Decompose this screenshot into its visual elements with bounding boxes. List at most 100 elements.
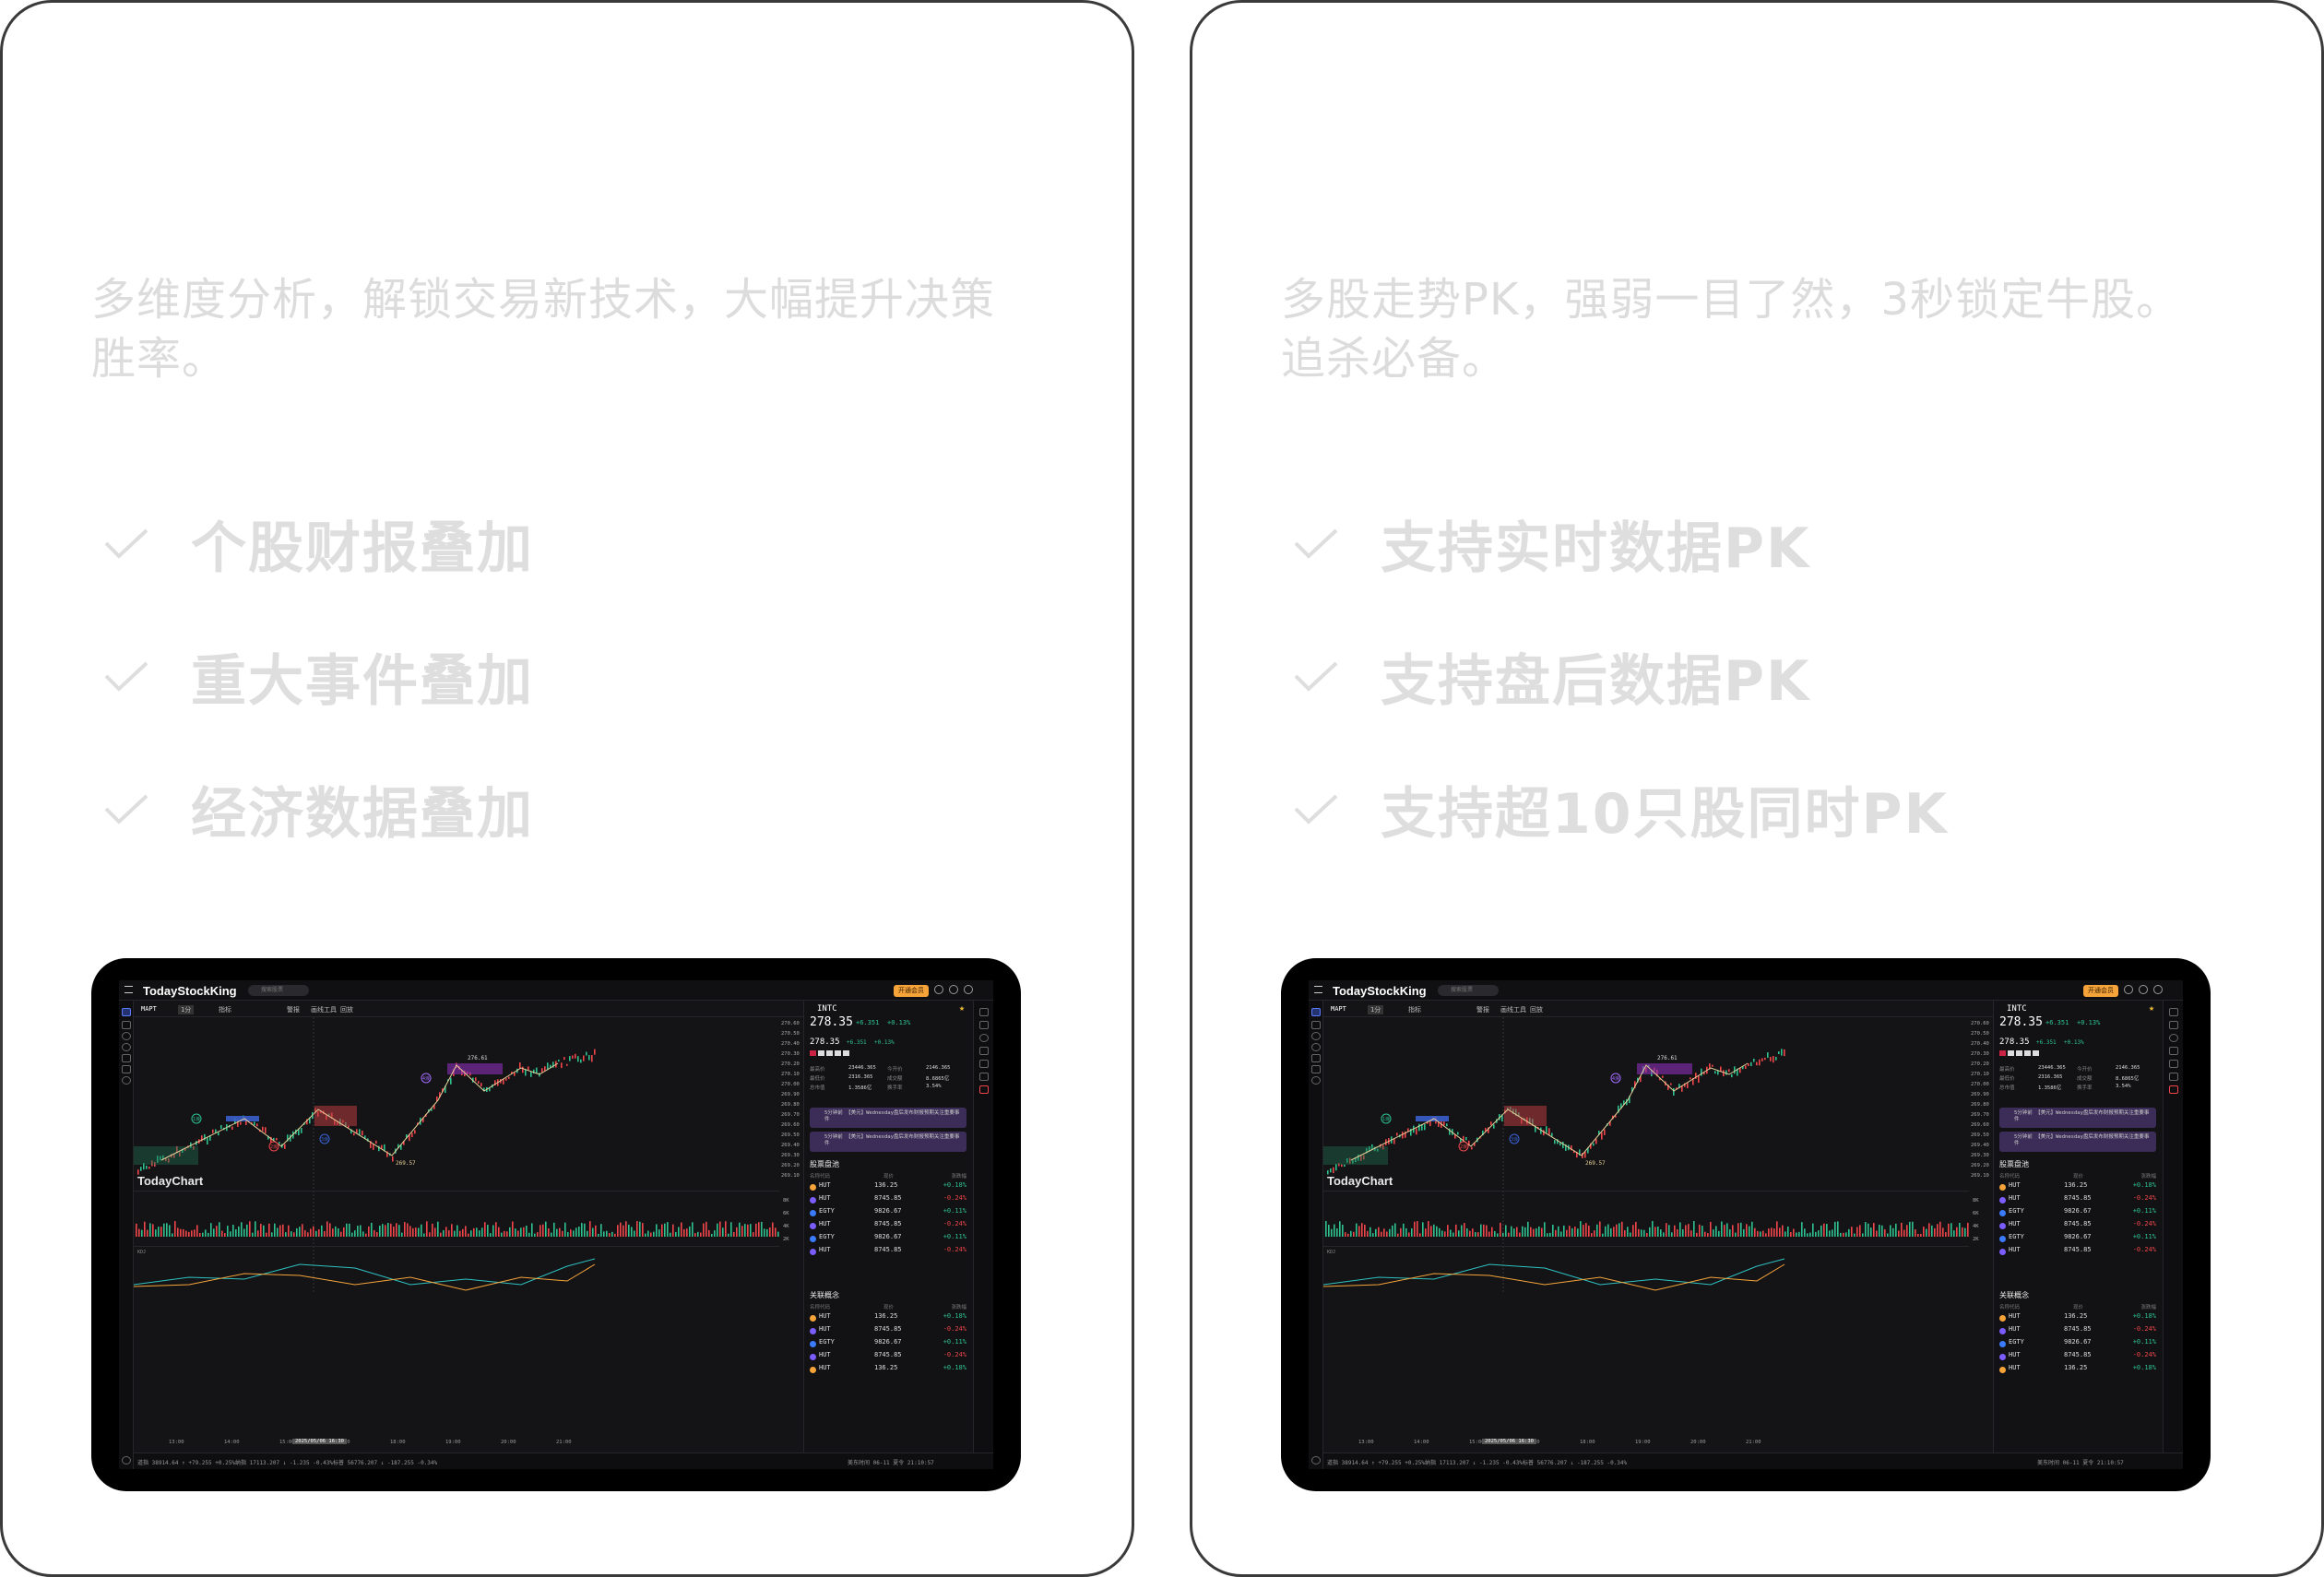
plus-icon[interactable]: [122, 1456, 131, 1464]
price-chart[interactable]: 1浪 2浪 3浪 4浪 276.61 269.57 TodayChart KDJ: [134, 1017, 779, 1294]
price-chart[interactable]: 1浪 2浪 3浪 4浪 276.61 269.57 TodayChart KDJ: [1323, 1017, 1969, 1294]
list-item[interactable]: HUT 8745.85 -0.24%: [810, 1246, 966, 1259]
stack-icon[interactable]: [979, 1021, 989, 1029]
flag-icon[interactable]: [979, 1085, 989, 1094]
news-icon[interactable]: [2169, 1047, 2178, 1055]
stock-change: -0.24%: [2132, 1325, 2156, 1333]
clock-icon[interactable]: [979, 1034, 989, 1042]
gauge-icon[interactable]: [122, 1043, 131, 1051]
list-item[interactable]: HUT 136.25 +0.18%: [810, 1181, 966, 1194]
list-item[interactable]: HUT 8745.85 -0.24%: [1999, 1246, 2156, 1259]
news-item[interactable]: 5分钟前 【美元】Wednesday盘后发布财报预期关注重要事件: [810, 1108, 966, 1128]
list-item[interactable]: HUT 8745.85 -0.24%: [810, 1220, 966, 1233]
volume-bar: [1906, 1225, 1908, 1237]
watchlist-title[interactable]: 股票盘池: [810, 1160, 839, 1168]
volume-bar: [1361, 1223, 1363, 1237]
symbol-label[interactable]: MAPT: [141, 1005, 157, 1013]
calendar-icon[interactable]: [1311, 1054, 1321, 1062]
related-title[interactable]: 关联概念: [1999, 1291, 2029, 1299]
replay-button[interactable]: 回放: [1530, 1006, 1543, 1014]
menu-icon[interactable]: [125, 986, 133, 993]
shirt-icon[interactable]: [949, 985, 958, 994]
news-icon[interactable]: [979, 1047, 989, 1055]
drawing-tools-button[interactable]: 画线工具: [1500, 1006, 1526, 1014]
alert-button[interactable]: 警报: [1476, 1006, 1489, 1014]
image-icon[interactable]: [122, 1021, 131, 1029]
list-item[interactable]: EGTY 9826.67 +0.11%: [810, 1338, 966, 1351]
plus-icon[interactable]: [1311, 1456, 1321, 1464]
index-ticker[interactable]: 纳指 17113.207 ↓ -1.235 -0.43%: [1425, 1460, 1523, 1466]
list-item[interactable]: HUT 8745.85 -0.24%: [810, 1351, 966, 1364]
volume-bar: [1704, 1231, 1706, 1237]
list-item[interactable]: HUT 8745.85 -0.24%: [1999, 1351, 2156, 1364]
list-item[interactable]: HUT 8745.85 -0.24%: [1999, 1325, 2156, 1338]
list-item[interactable]: HUT 8745.85 -0.24%: [810, 1325, 966, 1338]
indicators-button[interactable]: 指标: [219, 1006, 231, 1014]
menu-icon[interactable]: [1314, 986, 1322, 993]
stack-icon[interactable]: [2169, 1021, 2178, 1029]
k-icon[interactable]: [1311, 1076, 1321, 1085]
clock-icon[interactable]: [2169, 1034, 2178, 1042]
indicators-button[interactable]: 指标: [1408, 1006, 1421, 1014]
video-icon[interactable]: [979, 1060, 989, 1068]
list-item[interactable]: HUT 136.25 +0.18%: [1999, 1312, 2156, 1325]
star-icon[interactable]: ★: [2149, 1003, 2155, 1014]
headset-icon[interactable]: [2124, 985, 2133, 994]
list-item[interactable]: HUT 136.25 +0.18%: [810, 1364, 966, 1377]
list-item[interactable]: HUT 136.25 +0.18%: [1999, 1181, 2156, 1194]
k-icon[interactable]: [122, 1076, 131, 1085]
symbol-label[interactable]: MAPT: [1331, 1005, 1346, 1013]
shirt-icon[interactable]: [2139, 985, 2148, 994]
globe-icon[interactable]: [964, 985, 973, 994]
index-ticker[interactable]: 纳指 17113.207 ↓ -1.235 -0.43%: [235, 1460, 333, 1466]
chat-icon[interactable]: [122, 1065, 131, 1073]
list-item[interactable]: EGTY 9826.67 +0.11%: [1999, 1233, 2156, 1246]
chart-icon[interactable]: [122, 1008, 131, 1016]
chat-icon[interactable]: [1311, 1065, 1321, 1073]
index-ticker[interactable]: 标普 56776.207 ↓ -187.255 -0.34%: [333, 1460, 438, 1466]
globe-icon[interactable]: [2153, 985, 2163, 994]
vip-button[interactable]: 开通会员: [894, 985, 929, 997]
calendar-icon[interactable]: [2169, 1073, 2178, 1081]
period-tab[interactable]: 1分: [178, 1005, 195, 1014]
replay-button[interactable]: 回放: [340, 1006, 353, 1014]
list-item[interactable]: EGTY 9826.67 +0.11%: [810, 1207, 966, 1220]
list-item[interactable]: EGTY 9826.67 +0.11%: [1999, 1207, 2156, 1220]
search-input[interactable]: 搜索股票: [248, 985, 309, 996]
news-item[interactable]: 5分钟前 【美元】Wednesday盘后发布财报预期关注重要事件: [810, 1132, 966, 1152]
list-item[interactable]: EGTY 9826.67 +0.11%: [810, 1233, 966, 1246]
headset-icon[interactable]: [934, 985, 943, 994]
watchlist-title[interactable]: 股票盘池: [1999, 1160, 2029, 1168]
calendar-icon[interactable]: [979, 1073, 989, 1081]
index-ticker[interactable]: 道指 38914.64 ↑ +79.255 +0.25%: [137, 1460, 235, 1466]
index-ticker[interactable]: 标普 56776.207 ↓ -187.255 -0.34%: [1523, 1460, 1628, 1466]
list-item[interactable]: HUT 8745.85 -0.24%: [1999, 1220, 2156, 1233]
list-item[interactable]: EGTY 9826.67 +0.11%: [1999, 1338, 2156, 1351]
list-item[interactable]: HUT 8745.85 -0.24%: [810, 1194, 966, 1207]
news-item[interactable]: 5分钟前 【美元】Wednesday盘后发布财报预期关注重要事件: [1999, 1132, 2156, 1152]
app-logo[interactable]: TodayStockKing: [1333, 984, 1427, 998]
search-input[interactable]: 搜索股票: [1438, 985, 1499, 996]
related-title[interactable]: 关联概念: [810, 1291, 839, 1299]
list-item[interactable]: HUT 8745.85 -0.24%: [1999, 1194, 2156, 1207]
panel-icon[interactable]: [979, 1008, 989, 1016]
app-logo[interactable]: TodayStockKing: [143, 984, 237, 998]
index-ticker[interactable]: 道指 38914.64 ↑ +79.255 +0.25%: [1327, 1460, 1425, 1466]
gauge-icon[interactable]: [1311, 1043, 1321, 1051]
vip-button[interactable]: 开通会员: [2083, 985, 2118, 997]
compass-icon[interactable]: [1311, 1032, 1321, 1040]
chart-icon[interactable]: [1311, 1008, 1321, 1016]
compass-icon[interactable]: [122, 1032, 131, 1040]
news-item[interactable]: 5分钟前 【美元】Wednesday盘后发布财报预期关注重要事件: [1999, 1108, 2156, 1128]
panel-icon[interactable]: [2169, 1008, 2178, 1016]
image-icon[interactable]: [1311, 1021, 1321, 1029]
alert-button[interactable]: 警报: [287, 1006, 300, 1014]
video-icon[interactable]: [2169, 1060, 2178, 1068]
list-item[interactable]: HUT 136.25 +0.18%: [1999, 1364, 2156, 1377]
flag-icon[interactable]: [2169, 1085, 2178, 1094]
list-item[interactable]: HUT 136.25 +0.18%: [810, 1312, 966, 1325]
drawing-tools-button[interactable]: 画线工具: [311, 1006, 337, 1014]
calendar-icon[interactable]: [122, 1054, 131, 1062]
star-icon[interactable]: ★: [959, 1003, 966, 1014]
period-tab[interactable]: 1分: [1368, 1005, 1384, 1014]
